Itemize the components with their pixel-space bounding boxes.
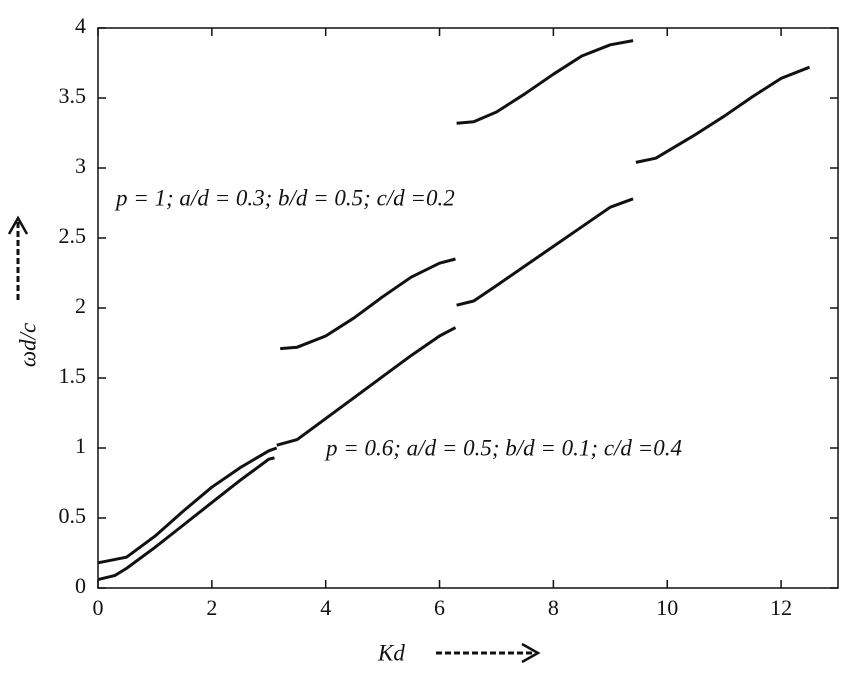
x-arrow (436, 642, 541, 664)
y-tick-label: 0 (75, 573, 86, 598)
x-tick-label: 4 (320, 595, 331, 620)
y-tick-label: 3 (75, 153, 86, 178)
band-curve (97, 65, 811, 582)
y-tick-label: 0.5 (59, 503, 87, 528)
y-axis-label: ωd/c (15, 323, 40, 367)
band-curve (97, 39, 634, 565)
y-tick-label: 2 (75, 293, 86, 318)
x-tick-label: 8 (548, 595, 559, 620)
y-tick-label: 3.5 (59, 83, 87, 108)
y-tick-label: 1 (75, 433, 86, 458)
x-tick-label: 10 (656, 595, 678, 620)
x-tick-label: 0 (93, 595, 104, 620)
x-tick-label: 6 (434, 595, 445, 620)
y-arrow (7, 215, 29, 300)
annotation: p = 1; a/d = 0.3; b/d = 0.5; c/d =0.2 (114, 185, 455, 210)
y-tick-label: 4 (75, 13, 86, 38)
x-tick-label: 2 (206, 595, 217, 620)
x-tick-label: 12 (770, 595, 792, 620)
y-tick-label: 2.5 (59, 223, 87, 248)
x-axis-label: Kd (377, 640, 405, 665)
annotation: p = 0.6; a/d = 0.5; b/d = 0.1; c/d =0.4 (324, 435, 682, 460)
y-tick-label: 1.5 (59, 363, 87, 388)
